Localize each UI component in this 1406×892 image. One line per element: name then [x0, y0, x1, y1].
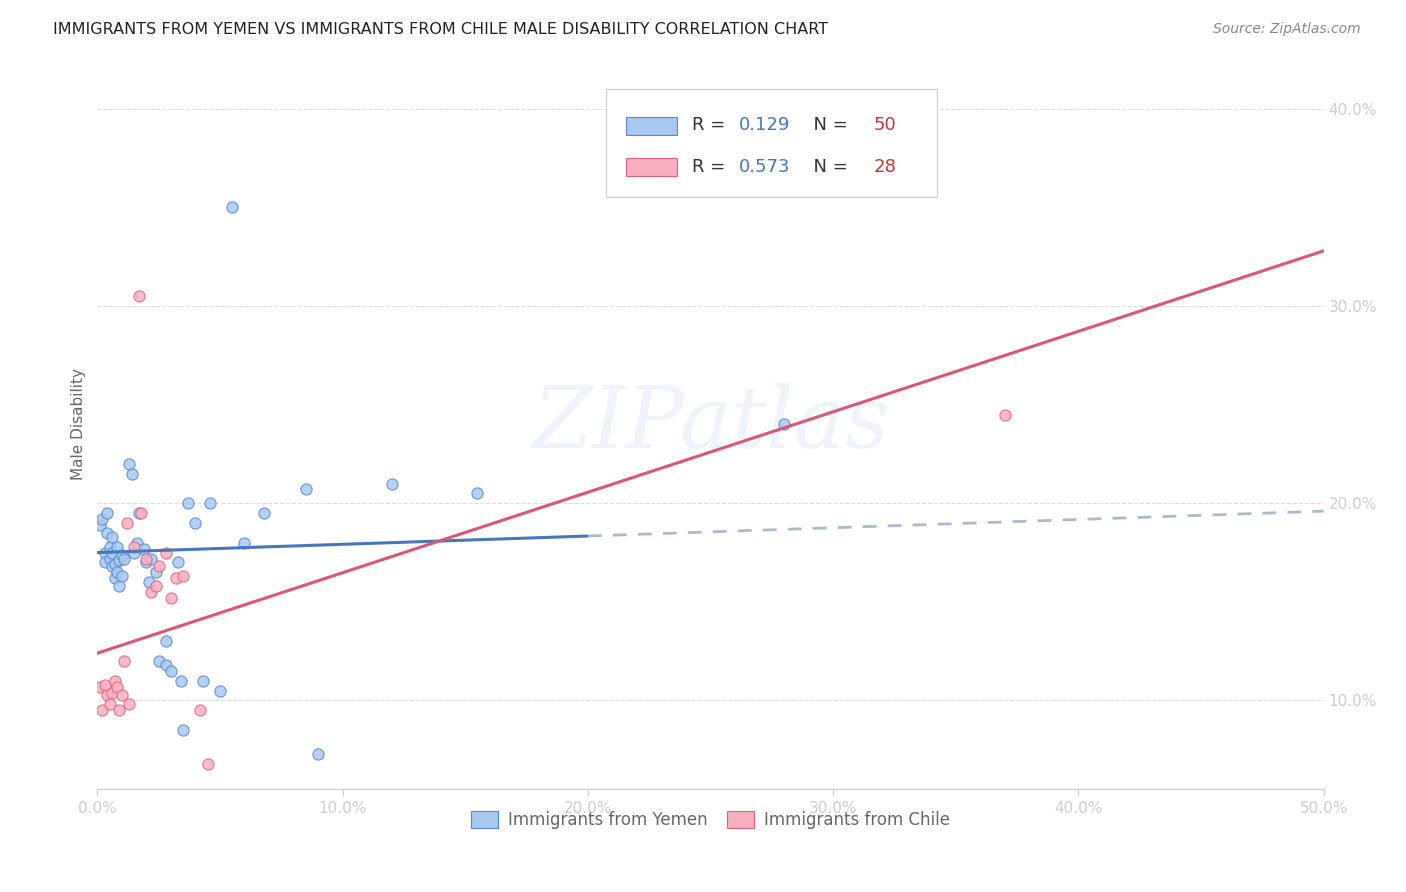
Point	[128, 506, 150, 520]
Point	[141, 585, 163, 599]
Point	[172, 723, 194, 737]
Point	[112, 654, 135, 668]
Point	[91, 512, 114, 526]
Text: IMMIGRANTS FROM YEMEN VS IMMIGRANTS FROM CHILE MALE DISABILITY CORRELATION CHART: IMMIGRANTS FROM YEMEN VS IMMIGRANTS FROM…	[53, 22, 828, 37]
Point	[105, 680, 128, 694]
Point	[108, 579, 131, 593]
Text: R =: R =	[692, 158, 731, 176]
Point	[295, 483, 318, 497]
Point	[467, 486, 489, 500]
Point	[93, 556, 115, 570]
Point	[101, 685, 124, 699]
Point	[141, 551, 163, 566]
Legend: Immigrants from Yemen, Immigrants from Chile: Immigrants from Yemen, Immigrants from C…	[464, 804, 956, 836]
Text: 50: 50	[873, 116, 896, 135]
Point	[105, 540, 128, 554]
Point	[98, 540, 121, 554]
Point	[135, 551, 157, 566]
Point	[135, 556, 157, 570]
Text: N =: N =	[803, 116, 853, 135]
Point	[131, 506, 153, 520]
Point	[145, 566, 167, 580]
Point	[105, 566, 128, 580]
Point	[122, 540, 145, 554]
Text: 0.129: 0.129	[738, 116, 790, 135]
Point	[307, 747, 329, 761]
Point	[198, 496, 221, 510]
Point	[111, 569, 134, 583]
Bar	[626, 158, 678, 176]
Point	[170, 673, 193, 688]
Point	[155, 658, 177, 673]
Point	[118, 698, 141, 712]
Point	[155, 545, 177, 559]
Point	[111, 688, 134, 702]
Point	[103, 673, 125, 688]
Point	[103, 558, 125, 572]
Text: N =: N =	[803, 158, 853, 176]
Point	[96, 525, 118, 540]
Point	[122, 545, 145, 559]
Point	[197, 756, 219, 771]
Point	[96, 688, 118, 702]
Point	[132, 541, 155, 556]
Point	[108, 553, 131, 567]
Point	[188, 703, 211, 717]
Point	[773, 417, 796, 432]
Point	[994, 408, 1017, 422]
Point	[138, 575, 160, 590]
Point	[167, 556, 190, 570]
Point	[115, 516, 138, 530]
Point	[165, 571, 187, 585]
Point	[89, 680, 111, 694]
Point	[101, 559, 124, 574]
Point	[160, 591, 183, 605]
Bar	[626, 117, 678, 135]
Point	[108, 703, 131, 717]
Text: 28: 28	[873, 158, 897, 176]
Point	[253, 506, 276, 520]
Point	[148, 654, 170, 668]
Point	[112, 551, 135, 566]
Text: Source: ZipAtlas.com: Source: ZipAtlas.com	[1213, 22, 1361, 37]
Point	[155, 634, 177, 648]
Point	[191, 673, 214, 688]
Point	[118, 457, 141, 471]
Point	[125, 535, 148, 549]
Point	[145, 579, 167, 593]
Point	[101, 545, 124, 559]
Text: ZIPatlas: ZIPatlas	[531, 383, 889, 466]
Point	[103, 571, 125, 585]
Point	[160, 664, 183, 678]
Point	[128, 289, 150, 303]
Y-axis label: Male Disability: Male Disability	[72, 368, 86, 481]
Point	[111, 548, 134, 562]
Point	[208, 683, 231, 698]
Point	[91, 703, 114, 717]
Point	[89, 518, 111, 533]
Point	[101, 530, 124, 544]
Point	[381, 476, 404, 491]
Point	[184, 516, 207, 530]
Point	[172, 569, 194, 583]
FancyBboxPatch shape	[606, 89, 938, 197]
Point	[177, 496, 200, 510]
Point	[96, 506, 118, 520]
Point	[148, 559, 170, 574]
Text: 0.573: 0.573	[738, 158, 790, 176]
Point	[93, 678, 115, 692]
Point	[233, 535, 256, 549]
Point	[98, 551, 121, 566]
Point	[98, 698, 121, 712]
Point	[93, 545, 115, 559]
Point	[184, 796, 207, 810]
Point	[121, 467, 143, 481]
Text: R =: R =	[692, 116, 731, 135]
Point	[221, 201, 243, 215]
